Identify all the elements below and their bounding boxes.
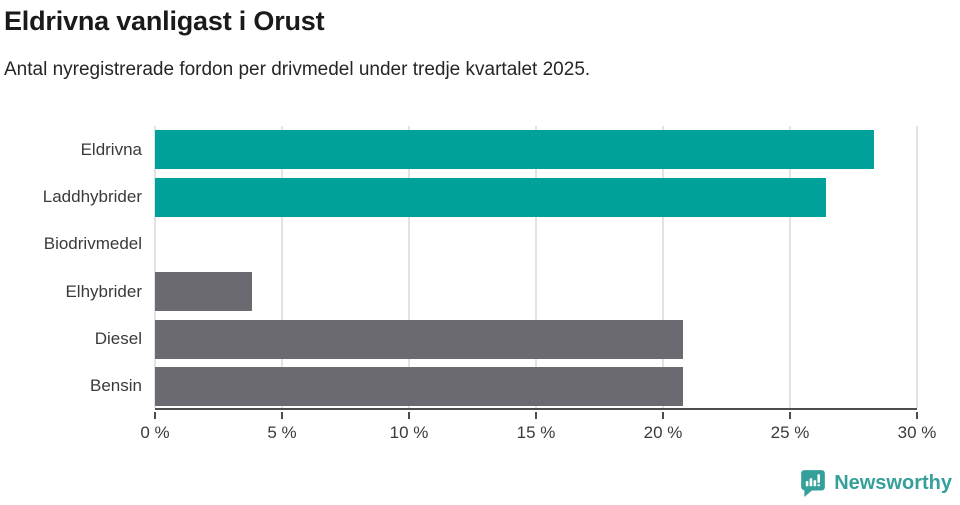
gridline-5 bbox=[281, 126, 283, 408]
bar-diesel bbox=[155, 319, 684, 359]
bar-eldrivna bbox=[155, 130, 874, 170]
newsworthy-logo-icon bbox=[800, 469, 826, 497]
y-axis-labels: Eldrivna Laddhybrider Biodrivmedel Elhybrid… bbox=[0, 126, 142, 410]
x-axis-tick-10 bbox=[408, 412, 410, 419]
y-label-biodrivmedel: Biodrivmedel bbox=[43, 234, 142, 254]
newsworthy-brand-label: Newsworthy bbox=[834, 471, 952, 494]
x-axis-tick-0 bbox=[154, 412, 156, 419]
y-label-elhybrider: Elhybrider bbox=[65, 281, 142, 301]
gridline-20 bbox=[662, 126, 664, 408]
newsworthy-brand-link[interactable]: Newsworthy bbox=[800, 469, 952, 497]
bar-elhybrider bbox=[155, 272, 252, 312]
x-axis-tick-5 bbox=[281, 412, 283, 419]
x-axis-tick-25 bbox=[789, 412, 791, 419]
y-label-diesel: Diesel bbox=[94, 329, 142, 348]
bar-laddhybrider bbox=[155, 177, 826, 217]
gridline-10 bbox=[408, 126, 410, 408]
chart-subtitle: Antal nyregistrerade fordon per drivmede… bbox=[4, 59, 591, 80]
x-tick-label-0: 0 % bbox=[140, 423, 170, 442]
y-label-bensin: Bensin bbox=[90, 376, 142, 396]
bar-bensin bbox=[155, 366, 684, 406]
gridline-30 bbox=[916, 126, 918, 408]
x-tick-label-10: 10 % bbox=[389, 423, 429, 442]
x-tick-label-30: 30 % bbox=[897, 423, 937, 442]
chart-title: Eldrivna vanligast i Orust bbox=[4, 6, 325, 36]
x-tick-label-20: 20 % bbox=[643, 423, 683, 442]
chart-header: Eldrivna vanligast i Orust Antal nyregis… bbox=[4, 6, 954, 81]
gridline-0 bbox=[154, 126, 156, 408]
x-axis-tick-20 bbox=[662, 412, 664, 419]
y-label-eldrivna: Eldrivna bbox=[80, 139, 142, 159]
gridline-15 bbox=[535, 126, 537, 408]
plot-area: 0 % 5 % 10 % 15 % 20 % 25 % 30 % bbox=[140, 126, 936, 442]
x-axis-tick-30 bbox=[916, 412, 918, 419]
x-tick-label-15: 15 % bbox=[516, 423, 556, 442]
x-axis-tick-15 bbox=[535, 412, 537, 419]
x-tick-label-25: 25 % bbox=[770, 423, 810, 442]
gridline-25 bbox=[789, 126, 791, 408]
y-label-laddhybrider: Laddhybrider bbox=[42, 187, 142, 206]
x-tick-label-5: 5 % bbox=[267, 423, 297, 442]
